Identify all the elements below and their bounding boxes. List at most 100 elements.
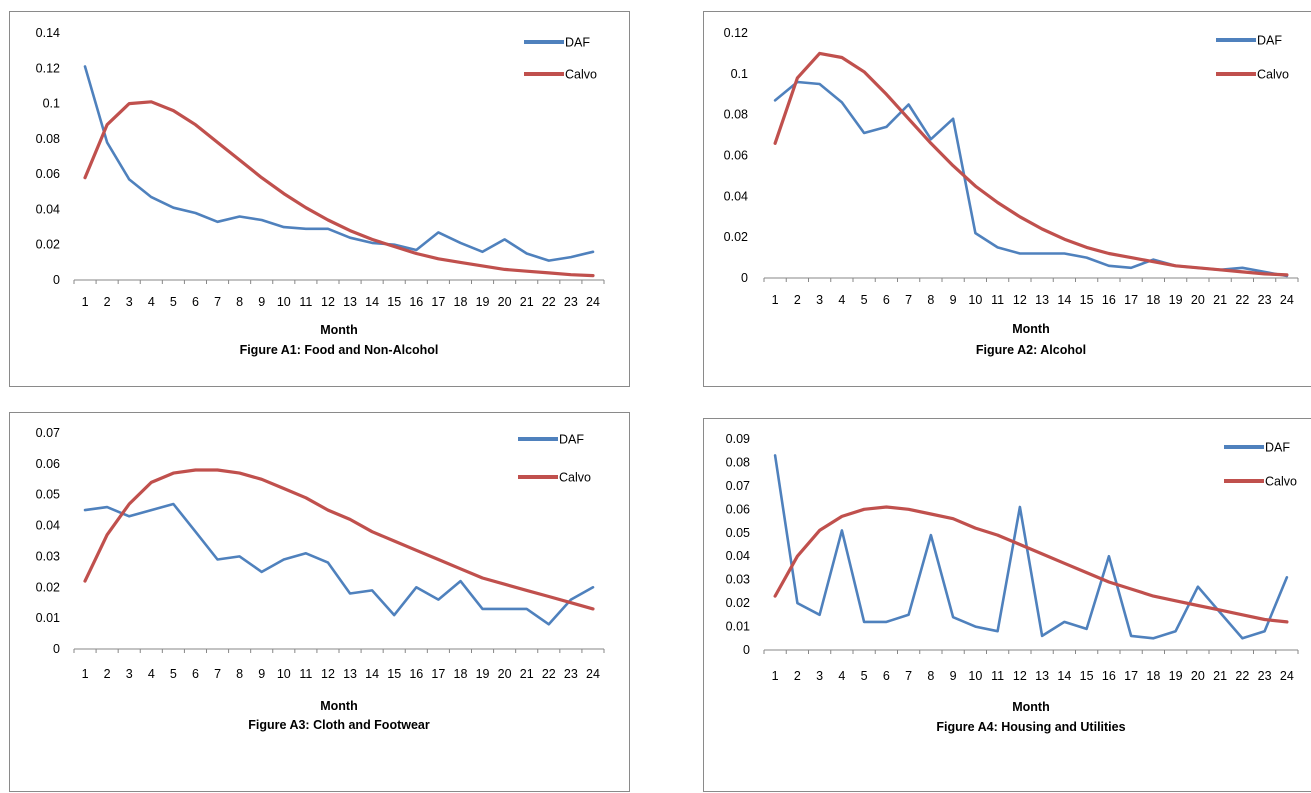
x-tick-label: 6	[192, 295, 199, 309]
x-tick-label: 8	[927, 669, 934, 683]
series-line-daf	[83, 65, 595, 262]
x-tick-label: 13	[1035, 293, 1049, 307]
x-tick-label: 15	[1080, 669, 1094, 683]
x-tick-label: 11	[991, 669, 1004, 683]
x-tick-label: 18	[454, 667, 468, 681]
x-tick-label: 3	[126, 295, 133, 309]
x-tick-label: 23	[564, 667, 578, 681]
y-tick-label: 0.06	[36, 457, 60, 471]
x-tick-label: 8	[927, 293, 934, 307]
x-tick-label: 22	[1235, 293, 1249, 307]
x-tick-label: 2	[104, 667, 111, 681]
legend: DAF Calvo	[1224, 441, 1297, 489]
x-tick-label: 4	[838, 293, 845, 307]
x-tick-label: 21	[1213, 669, 1227, 683]
legend-label-daf: DAF	[565, 36, 590, 50]
y-tick-label: 0.02	[36, 580, 60, 594]
x-tick-label: 9	[950, 293, 957, 307]
x-tick-label: 5	[170, 667, 177, 681]
y-tick-label: 0.04	[724, 189, 748, 203]
legend-label-daf: DAF	[1265, 441, 1290, 455]
x-tick-label: 24	[586, 667, 600, 681]
x-tick-label: 20	[498, 295, 512, 309]
y-tick-labels: 0 0.01 0.02 0.03 0.04 0.05 0.06 0.07	[36, 426, 60, 656]
y-tick-label: 0	[53, 273, 60, 287]
y-tick-label: 0	[743, 643, 750, 657]
x-tick-label: 19	[1169, 669, 1183, 683]
x-tick-label: 20	[498, 667, 512, 681]
x-tick-label: 18	[454, 295, 468, 309]
x-tick-label: 21	[520, 667, 534, 681]
x-tick-label: 12	[1013, 293, 1027, 307]
x-tick-label: 21	[1213, 293, 1227, 307]
x-axis-title: Month	[1012, 322, 1049, 336]
x-tick-label: 5	[861, 669, 868, 683]
x-tick-label: 24	[586, 295, 600, 309]
x-tick-label: 9	[258, 295, 265, 309]
x-tick-label: 13	[1035, 669, 1049, 683]
x-tick-label: 20	[1191, 293, 1205, 307]
x-tick-label: 11	[991, 293, 1004, 307]
chart-svg-cloth: 00.010.020.030.040.050.060.071 2 3 4 5 6 7 8 9 10…	[36, 426, 605, 732]
x-tick-label: 3	[126, 667, 133, 681]
y-tick-label: 0.01	[36, 611, 60, 625]
y-tick-label: 0	[741, 271, 748, 285]
x-tick-label: 2	[794, 669, 801, 683]
legend: DAF Calvo	[524, 36, 597, 82]
y-tick-labels: 0 0.01 0.02 0.03 0.04 0.05 0.06 0.07 0.08 0.09	[726, 432, 750, 657]
x-tick-label: 14	[1057, 669, 1071, 683]
x-tick-labels: 1 2 3 4 5 6 7 8 9 10 11 12 13 14 15 16 17 18 19 20 21 22 23 24	[772, 669, 1294, 683]
legend-label-calvo: Calvo	[559, 471, 591, 485]
series-line-calvo	[773, 51, 1289, 277]
y-tick-labels: 0 0.02 0.04 0.06 0.08 0.1 0.12	[724, 26, 748, 285]
x-tick-label: 13	[343, 295, 357, 309]
x-tick-label: 24	[1280, 293, 1294, 307]
x-tick-label: 10	[277, 667, 291, 681]
y-tick-label: 0.04	[36, 519, 60, 533]
figure-caption: Figure A2: Alcohol	[976, 343, 1086, 357]
chart-svg-food: 00.020.040.060.080.10.120.141 2 3 4 5 6 7 8 9 10 1…	[36, 26, 605, 357]
y-tick-label: 0.02	[724, 230, 748, 244]
x-tick-label: 4	[838, 669, 845, 683]
x-tick-label: 3	[816, 669, 823, 683]
x-tick-label: 9	[950, 669, 957, 683]
x-tick-label: 1	[772, 669, 779, 683]
x-tick-label: 5	[170, 295, 177, 309]
x-tick-label: 16	[409, 295, 423, 309]
y-tick-label: 0.1	[43, 97, 60, 111]
x-tick-label: 16	[1102, 669, 1116, 683]
x-tick-label: 9	[258, 667, 265, 681]
series-line-daf	[773, 80, 1289, 278]
x-tick-label: 15	[387, 667, 401, 681]
y-tick-label: 0.01	[726, 620, 750, 634]
y-tick-label: 0.06	[36, 167, 60, 181]
y-tick-label: 0.05	[726, 526, 750, 540]
x-tick-label: 22	[542, 295, 556, 309]
x-tick-label: 3	[816, 293, 823, 307]
x-tick-label: 10	[277, 295, 291, 309]
x-tick-label: 7	[905, 293, 912, 307]
legend-label-calvo: Calvo	[565, 68, 597, 82]
x-tick-label: 17	[431, 295, 445, 309]
y-tick-label: 0.06	[724, 149, 748, 163]
x-tick-label: 17	[431, 667, 445, 681]
x-tick-label: 23	[564, 295, 578, 309]
series-line-calvo	[773, 505, 1289, 624]
x-tick-label: 12	[321, 667, 335, 681]
y-tick-label: 0.06	[726, 502, 750, 516]
figure-caption: Figure A1: Food and Non-Alcohol	[240, 343, 439, 357]
chart-svg-alcohol: 00.020.040.060.080.10.121 2 3 4 5 6 7 8 9 10 11 12 1…	[724, 26, 1299, 357]
x-tick-label: 23	[1258, 293, 1272, 307]
legend-label-calvo: Calvo	[1257, 68, 1289, 82]
x-tick-labels: 1 2 3 4 5 6 7 8 9 10 11 12 13 14 15 16 17 18 19 20 21 22 23 24	[772, 293, 1294, 307]
x-tick-label: 12	[321, 295, 335, 309]
x-axis-title: Month	[320, 323, 357, 337]
x-tick-label: 21	[520, 295, 534, 309]
x-tick-label: 12	[1013, 669, 1027, 683]
x-tick-label: 6	[192, 667, 199, 681]
y-tick-label: 0.08	[726, 455, 750, 469]
series-line-daf	[83, 502, 595, 626]
x-axis-title: Month	[320, 699, 357, 713]
y-tick-label: 0.03	[36, 549, 60, 563]
x-tick-label: 16	[409, 667, 423, 681]
